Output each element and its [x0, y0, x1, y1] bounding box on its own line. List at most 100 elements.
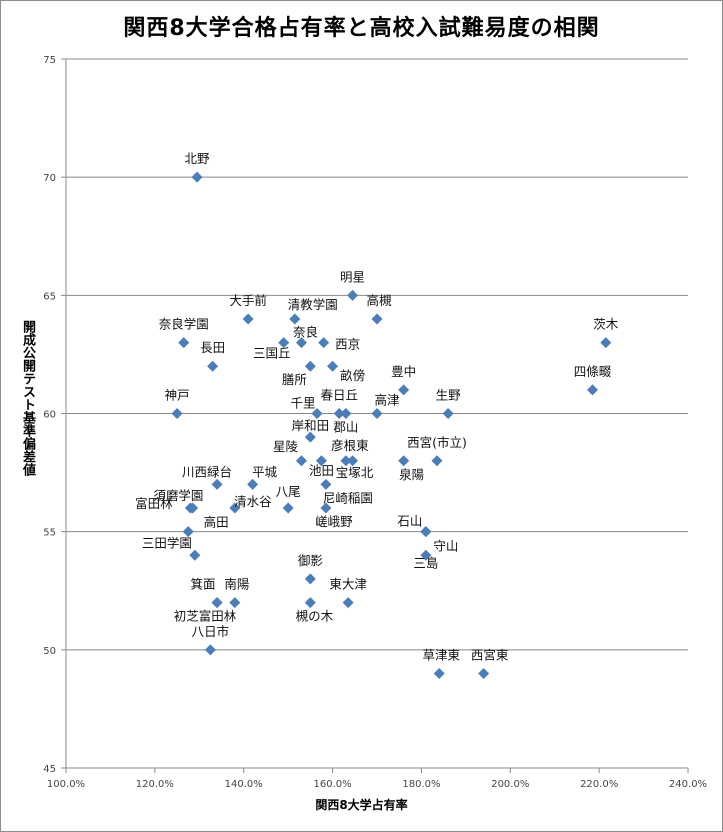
data-point [304, 573, 316, 585]
data-point [420, 526, 432, 538]
data-point-label: 長田 [200, 340, 225, 355]
x-tick-label: 120.0% [136, 779, 174, 790]
data-point [431, 455, 443, 467]
data-point [295, 337, 307, 349]
y-tick-label: 70 [43, 173, 56, 184]
data-point [242, 313, 254, 325]
data-point-label: 平城 [252, 464, 278, 479]
data-point-label: 三国丘 [253, 346, 291, 361]
data-point-label: 東大津 [329, 577, 367, 592]
data-point [295, 455, 307, 467]
data-point [320, 478, 332, 490]
data-point [442, 408, 454, 419]
data-point-label: 清教学園 [288, 297, 338, 312]
data-point [282, 502, 294, 514]
data-point-label: 神戸 [165, 388, 190, 403]
data-point [371, 408, 383, 419]
data-point-label: 須磨学園 [153, 488, 203, 503]
x-tick-label: 220.0% [580, 779, 618, 790]
data-point [191, 171, 203, 183]
data-point [398, 455, 410, 467]
data-point-label: 千里 [291, 396, 316, 411]
x-tick-label: 180.0% [402, 779, 440, 790]
data-point-label: 西京 [335, 337, 360, 352]
data-point [600, 337, 612, 349]
data-point-label: 嵯峨野 [315, 514, 353, 529]
data-point [586, 384, 598, 396]
y-tick-label: 45 [43, 764, 56, 775]
data-point-label: 西宮(市立) [407, 435, 467, 450]
data-point-label: 大手前 [229, 293, 267, 308]
data-point [247, 478, 259, 490]
data-point-label: 豊中 [391, 364, 416, 379]
data-point-label: 膳所 [282, 372, 307, 387]
data-point-label: 高槻 [366, 293, 392, 308]
data-point [347, 455, 359, 467]
data-point [311, 408, 323, 419]
data-point [178, 337, 190, 349]
x-tick-label: 240.0% [669, 779, 707, 790]
data-point-label: 高津 [374, 393, 399, 408]
data-point [304, 597, 316, 609]
data-point [340, 408, 352, 419]
data-point [327, 360, 339, 372]
data-point [289, 313, 301, 325]
data-point-label: 清水谷 [234, 494, 272, 509]
data-point-label: 高田 [204, 515, 229, 530]
data-point [189, 549, 201, 561]
x-tick-label: 200.0% [491, 779, 529, 790]
data-point-label: 八尾 [276, 484, 301, 499]
data-point-label: 八日市 [192, 624, 230, 639]
x-tick-label: 160.0% [314, 779, 352, 790]
data-point [211, 597, 223, 609]
data-point-label: 奈良学園 [159, 317, 209, 332]
data-point-label: 尼崎稲園 [323, 490, 373, 505]
data-point-label: 御影 [298, 553, 324, 568]
data-point [207, 360, 219, 372]
x-tick-label: 100.0% [47, 779, 85, 790]
data-point [229, 597, 241, 609]
data-point-label: 春日丘 [320, 388, 358, 403]
x-tick-label: 140.0% [225, 779, 263, 790]
data-point [420, 549, 432, 561]
data-point [398, 384, 410, 396]
data-point-label: 四條畷 [574, 364, 612, 379]
data-point [211, 478, 223, 490]
data-point-label: 明星 [340, 269, 365, 284]
data-point [315, 455, 327, 467]
data-point-label: 彦根東 [331, 438, 369, 453]
y-tick-label: 65 [43, 291, 56, 302]
data-point-label: 郡山 [333, 420, 358, 435]
data-point-label: 星陵 [273, 439, 299, 454]
data-point-label: 西宮東 [471, 647, 509, 662]
data-point [320, 502, 332, 514]
data-point-label: 畝傍 [340, 368, 365, 383]
data-point-label: 槻の木 [296, 609, 334, 624]
y-tick-label: 60 [43, 410, 56, 421]
data-point-label: 南陽 [224, 577, 249, 592]
data-point [333, 408, 345, 419]
data-point-label: 池田 [309, 463, 334, 478]
data-point-label: 宝塚北 [336, 465, 374, 480]
data-point [182, 526, 194, 538]
data-point-label: 奈良 [293, 325, 318, 340]
data-point-label: 三田学園 [142, 535, 192, 550]
data-point [318, 337, 330, 349]
data-point-label: 初芝富田林 [174, 609, 237, 624]
data-point-label: 茨木 [593, 317, 619, 332]
data-point [478, 667, 490, 679]
data-point-label: 守山 [433, 538, 458, 553]
data-point [171, 408, 183, 419]
data-point [278, 337, 290, 349]
data-point [433, 667, 445, 679]
data-point [229, 502, 241, 514]
y-tick-label: 75 [43, 55, 56, 66]
data-point [342, 597, 354, 609]
data-point [347, 289, 359, 301]
data-point-label: 石山 [397, 514, 422, 529]
y-axis-label: 開成公開テスト基準偏差値 [20, 320, 35, 476]
data-point-label: 北野 [185, 151, 211, 166]
data-point [187, 502, 199, 514]
data-point-label: 岸和田 [292, 418, 330, 433]
